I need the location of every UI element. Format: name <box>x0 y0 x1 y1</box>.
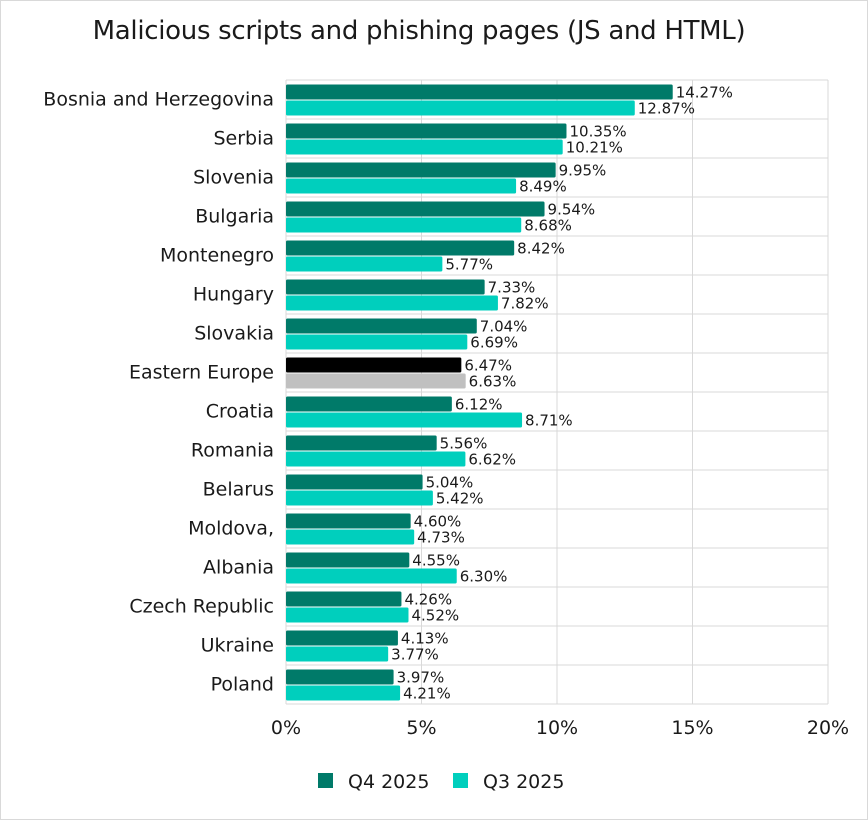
bar-q3-2025-eastern-europe <box>286 373 466 389</box>
data-label: 9.54% <box>548 201 596 219</box>
bar-q4-2025-croatia <box>286 396 452 412</box>
legend: Q4 2025 Q3 2025 <box>318 771 564 793</box>
bar-q4-2025-serbia <box>286 123 567 139</box>
data-label: 5.56% <box>440 435 488 453</box>
category-label: Czech Republic <box>129 596 274 618</box>
x-tick-label: 5% <box>406 717 436 739</box>
category-label: Ukraine <box>201 635 274 657</box>
data-label: 12.87% <box>638 100 695 118</box>
data-label: 8.68% <box>524 217 572 235</box>
bar-q3-2025-romania <box>286 451 466 467</box>
bar-q3-2025-croatia <box>286 412 523 428</box>
bar-q4-2025-bulgaria <box>286 201 545 217</box>
category-label: Croatia <box>206 401 274 423</box>
data-label: 8.42% <box>517 240 565 258</box>
bar-q4-2025-belarus <box>286 474 423 490</box>
bar-q4-2025-romania <box>286 435 437 451</box>
data-label: 7.04% <box>480 318 528 336</box>
category-label: Belarus <box>203 479 274 501</box>
legend-label-q3-2025: Q3 2025 <box>483 771 564 793</box>
data-label: 7.82% <box>501 295 549 313</box>
data-label: 6.30% <box>460 568 508 586</box>
category-label: Romania <box>191 440 274 462</box>
bar-q3-2025-ukraine <box>286 646 389 662</box>
bars <box>286 84 673 701</box>
bar-q4-2025-hungary <box>286 279 485 295</box>
category-label: Eastern Europe <box>129 362 274 384</box>
data-label: 14.27% <box>676 84 733 102</box>
data-label: 6.47% <box>464 357 512 375</box>
bar-q4-2025-montenegro <box>286 240 515 256</box>
bar-q4-2025-albania <box>286 552 410 568</box>
data-label: 4.60% <box>414 513 462 531</box>
bar-q3-2025-moldova <box>286 529 415 545</box>
data-label: 6.12% <box>455 396 503 414</box>
data-label: 5.42% <box>436 490 484 508</box>
category-label: Montenegro <box>160 245 274 267</box>
data-label: 6.62% <box>468 451 516 469</box>
bar-q4-2025-slovenia <box>286 162 556 178</box>
data-label: 3.97% <box>397 669 445 687</box>
legend-swatch-q4-2025 <box>318 773 333 788</box>
category-label: Serbia <box>213 128 274 150</box>
bar-q4-2025-czech-republic <box>286 591 402 607</box>
category-label: Bosnia and Herzegovina <box>43 89 274 111</box>
x-tick-label: 15% <box>671 717 713 739</box>
category-label: Slovenia <box>193 167 274 189</box>
legend-swatch-q3-2025 <box>453 773 468 788</box>
bar-q3-2025-bulgaria <box>286 217 522 233</box>
data-label: 5.77% <box>445 256 493 274</box>
bar-q3-2025-slovenia <box>286 178 517 194</box>
category-label: Moldova, <box>188 518 274 540</box>
category-label: Bulgaria <box>195 206 274 228</box>
bar-q3-2025-bosnia-and-herzegovina <box>286 100 635 116</box>
bar-q4-2025-moldova <box>286 513 411 529</box>
data-label: 4.21% <box>403 685 451 703</box>
data-label: 8.71% <box>525 412 573 430</box>
bar-q3-2025-serbia <box>286 139 563 155</box>
category-label: Poland <box>211 674 274 696</box>
data-label: 4.26% <box>404 591 452 609</box>
data-label: 4.52% <box>411 607 459 625</box>
bar-q4-2025-slovakia <box>286 318 477 334</box>
bar-q3-2025-slovakia <box>286 334 468 350</box>
bar-q3-2025-montenegro <box>286 256 443 272</box>
bar-q3-2025-albania <box>286 568 457 584</box>
bar-q4-2025-ukraine <box>286 630 398 646</box>
data-label: 3.77% <box>391 646 439 664</box>
data-label: 4.13% <box>401 630 449 648</box>
labels: 0% 5% 10% 15% 20% Bosnia and Herzegovina 14.27… <box>43 84 849 740</box>
data-label: 6.69% <box>470 334 518 352</box>
data-label: 5.04% <box>426 474 474 492</box>
bar-q4-2025-poland <box>286 669 394 685</box>
bar-q3-2025-belarus <box>286 490 433 506</box>
data-label: 6.63% <box>469 373 517 391</box>
x-tick-label: 20% <box>807 717 849 739</box>
data-label: 4.55% <box>412 552 460 570</box>
bar-q4-2025-bosnia-and-herzegovina <box>286 84 673 100</box>
category-label: Hungary <box>193 284 274 306</box>
chart-title: Malicious scripts and phishing pages (JS… <box>92 16 746 46</box>
data-label: 4.73% <box>417 529 465 547</box>
legend-label-q4-2025: Q4 2025 <box>348 771 429 793</box>
category-label: Albania <box>203 557 274 579</box>
category-label: Slovakia <box>194 323 274 345</box>
data-label: 9.95% <box>559 162 607 180</box>
bar-q3-2025-hungary <box>286 295 498 311</box>
x-tick-label: 0% <box>271 717 301 739</box>
bar-q4-2025-eastern-europe <box>286 357 462 373</box>
data-label: 10.35% <box>569 123 626 141</box>
bar-q3-2025-czech-republic <box>286 607 409 623</box>
x-tick-label: 10% <box>536 717 578 739</box>
data-label: 10.21% <box>566 139 623 157</box>
data-label: 7.33% <box>488 279 536 297</box>
bar-q3-2025-poland <box>286 685 401 701</box>
data-label: 8.49% <box>519 178 567 196</box>
